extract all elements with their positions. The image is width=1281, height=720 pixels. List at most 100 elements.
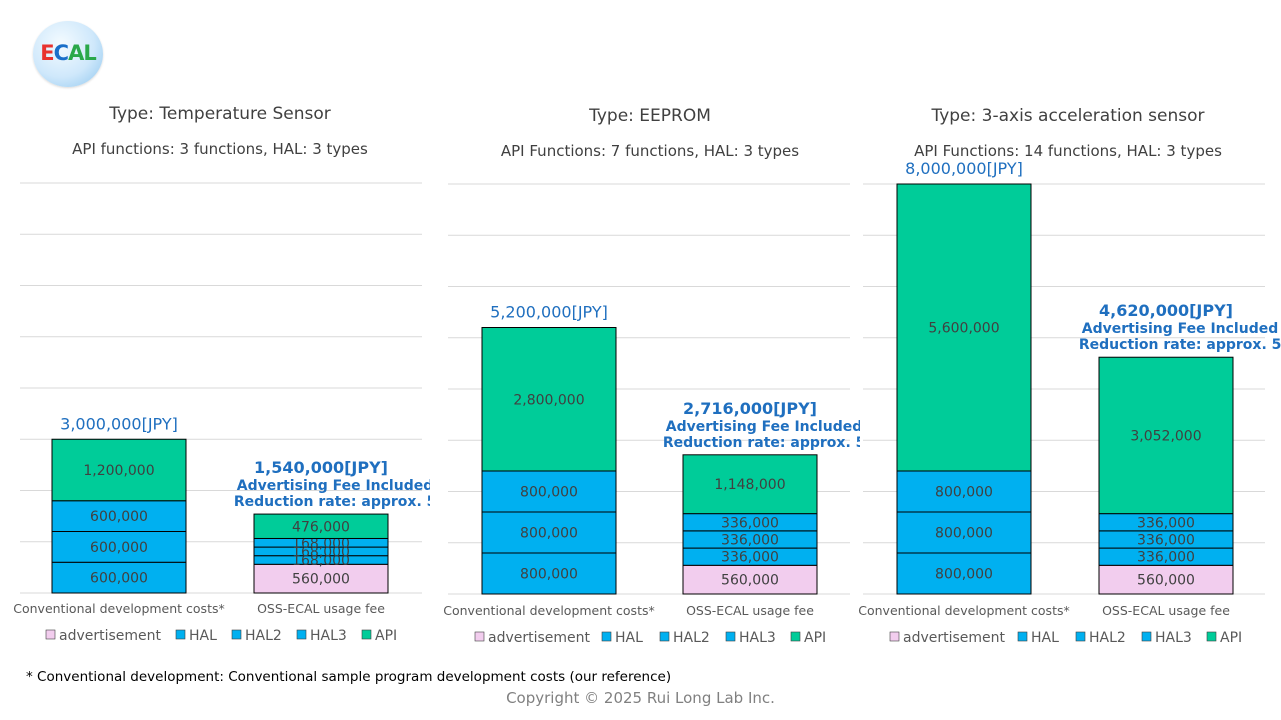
data-label: 476,000: [292, 519, 350, 535]
ecal-logo-text: ECAL: [40, 41, 96, 65]
legend-swatch: [1017, 631, 1028, 642]
footnote: * Conventional development: Conventional…: [26, 669, 672, 685]
data-label: 336,000: [1137, 532, 1195, 548]
legend-swatch: [1075, 631, 1086, 642]
bar-segment-api: [896, 183, 1032, 472]
total-label: 4,620,000[JPY]: [1099, 301, 1233, 320]
data-label: 5,600,000: [928, 321, 999, 337]
data-label: 336,000: [721, 532, 779, 548]
data-label: 336,000: [721, 550, 779, 566]
stacked-bar-chart: 0800,000800,000800,0002,800,0005,200,000…: [443, 183, 860, 646]
data-label: 2,800,000: [513, 392, 584, 408]
chart-panel-temperature: Type: Temperature Sensor API functions: …: [0, 0, 430, 660]
legend-swatch: [725, 631, 736, 642]
legend-swatch: [45, 629, 56, 640]
data-label: 800,000: [520, 567, 578, 583]
data-label: 168,000: [292, 553, 350, 569]
chart-panel-eeprom: Type: EEPROM API Functions: 7 functions,…: [440, 0, 860, 660]
legend-label: API: [804, 630, 826, 646]
data-label: 1,200,000: [83, 463, 154, 479]
data-label: 800,000: [935, 567, 993, 583]
chart-panel-acceleration: Type: 3-axis acceleration sensor API Fun…: [855, 0, 1281, 660]
annotation-label: Advertising Fee Included: [666, 419, 860, 435]
legend-swatch: [474, 631, 485, 642]
total-label: 8,000,000[JPY]: [905, 159, 1023, 178]
annotation-label: Reduction rate: approx. 58: [1079, 337, 1281, 353]
legend-label: HAL3: [310, 628, 347, 644]
data-label: 1,148,000: [714, 477, 785, 493]
category-label: OSS-ECAL usage fee: [686, 603, 814, 618]
annotation-label: Reduction rate: approx. 51: [234, 494, 430, 510]
bar-segment-api: [51, 438, 187, 502]
legend-label: advertisement: [903, 630, 1006, 646]
chart-title: Type: Temperature Sensor: [109, 104, 331, 124]
category-label: Conventional development costs*: [13, 601, 225, 616]
bar-segment-hal3: [481, 470, 617, 513]
data-label: 800,000: [935, 526, 993, 542]
legend-swatch: [1206, 631, 1217, 642]
data-label: 336,000: [1137, 550, 1195, 566]
data-label: 600,000: [90, 509, 148, 525]
legend-label: HAL2: [1089, 630, 1126, 646]
copyright: Copyright © 2025 Rui Long Lab Inc.: [506, 689, 775, 707]
total-label: 2,716,000[JPY]: [683, 399, 817, 418]
annotation-label: Advertising Fee Included: [237, 478, 430, 494]
category-label: OSS-ECAL usage fee: [257, 601, 385, 616]
bar-segment-hal: [896, 552, 1032, 595]
total-label: 3,000,000[JPY]: [60, 414, 178, 433]
bar-segment-api: [481, 327, 617, 472]
legend-label: API: [375, 628, 397, 644]
bar-segment-hal2: [896, 511, 1032, 554]
legend-label: HAL: [615, 630, 643, 646]
legend-label: advertisement: [59, 628, 162, 644]
chart-title: Type: EEPROM: [589, 106, 711, 126]
legend-label: API: [1220, 630, 1242, 646]
data-label: 800,000: [520, 485, 578, 501]
legend-label: advertisement: [488, 630, 591, 646]
data-label: 600,000: [90, 540, 148, 556]
data-label: 560,000: [721, 573, 779, 589]
legend-swatch: [601, 631, 612, 642]
data-label: 336,000: [1137, 515, 1195, 531]
legend-swatch: [231, 629, 242, 640]
bar-segment-hal2: [481, 511, 617, 554]
legend-swatch: [175, 629, 186, 640]
data-label: 600,000: [90, 571, 148, 587]
data-label: 3,052,000: [1130, 428, 1201, 444]
legend-label: HAL2: [245, 628, 282, 644]
legend-swatch: [790, 631, 801, 642]
bar-segment-api: [682, 454, 818, 515]
legend-swatch: [361, 629, 372, 640]
chart-subtitle: API Functions: 7 functions, HAL: 3 types: [500, 142, 800, 160]
legend-label: HAL3: [739, 630, 776, 646]
legend-swatch: [296, 629, 307, 640]
stacked-bar-chart: 0800,000800,000800,0005,600,0008,000,000…: [858, 159, 1281, 646]
total-label: 5,200,000[JPY]: [490, 303, 608, 322]
bar-segment-hal3: [51, 500, 187, 532]
bar-segment-advertisement: [253, 563, 389, 594]
legend-label: HAL2: [673, 630, 710, 646]
annotation-label: Reduction rate: approx. 52: [663, 435, 860, 451]
data-label: 336,000: [721, 515, 779, 531]
legend-label: HAL: [1031, 630, 1059, 646]
legend-label: HAL: [189, 628, 217, 644]
bar-segment-advertisement: [1098, 564, 1234, 595]
legend-swatch: [889, 631, 900, 642]
data-label: 800,000: [520, 526, 578, 542]
bar-segment-hal: [51, 561, 187, 594]
ecal-logo: ECAL: [33, 21, 103, 87]
data-label: 168,000: [292, 536, 350, 552]
annotation-label: Advertising Fee Included: [1082, 321, 1279, 337]
bar-segment-api: [253, 513, 389, 539]
chart-subtitle: API Functions: 14 functions, HAL: 3 type…: [914, 142, 1222, 160]
data-label: 800,000: [935, 485, 993, 501]
legend-swatch: [659, 631, 670, 642]
category-label: OSS-ECAL usage fee: [1102, 603, 1230, 618]
category-label: Conventional development costs*: [858, 603, 1070, 618]
legend-label: HAL3: [1155, 630, 1192, 646]
data-label: 168,000: [292, 544, 350, 560]
total-label: 1,540,000[JPY]: [254, 458, 388, 477]
data-label: 560,000: [292, 572, 350, 588]
chart-title: Type: 3-axis acceleration sensor: [931, 106, 1205, 126]
bar-segment-api: [1098, 356, 1234, 515]
